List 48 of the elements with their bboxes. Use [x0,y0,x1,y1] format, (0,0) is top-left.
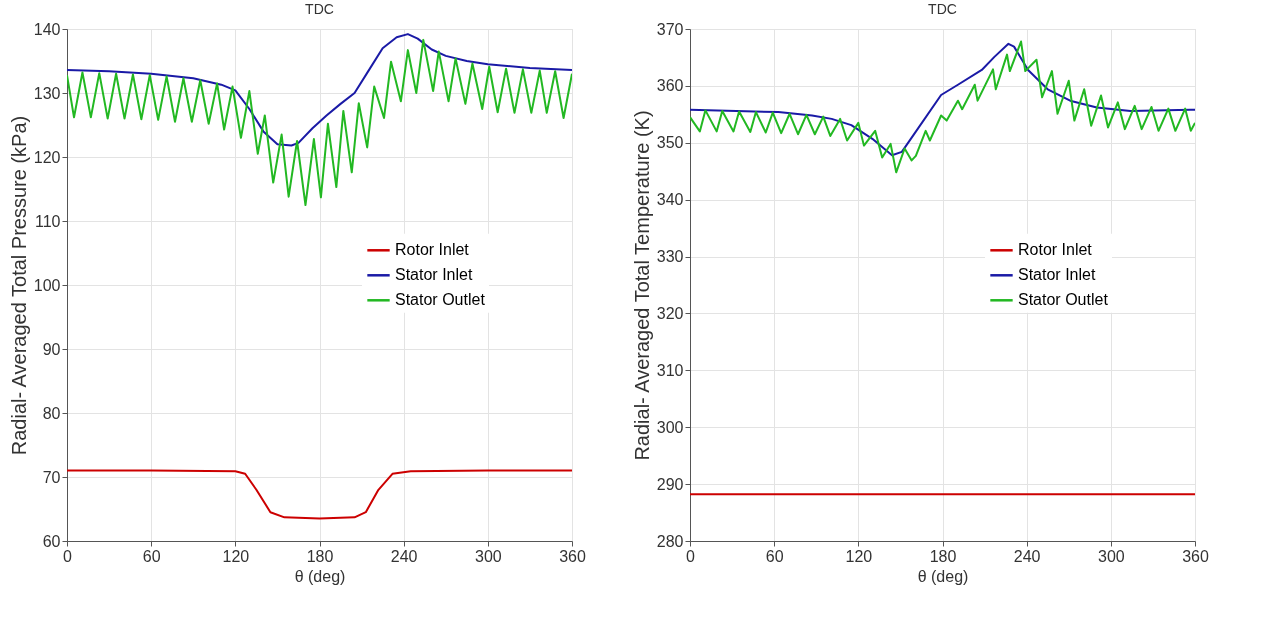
y-axis-title: Radial- Averaged Total Pressure (kPa) [7,115,30,456]
x-tick-label: 300 [1097,547,1125,565]
y-tick-label: 280 [656,532,684,550]
x-tick-label: 60 [142,547,161,565]
y-tick-label: 120 [33,148,61,166]
y-tick-label: 320 [656,304,684,322]
y-tick-label: 140 [33,20,61,38]
x-tick-label: 180 [306,547,334,565]
y-axis-title: Radial- Averaged Total Temperature (K) [630,110,653,461]
x-tick-label: 360 [559,547,586,565]
y-tick-label: 110 [34,212,61,230]
x-tick-label: 120 [222,547,250,565]
legend-label: Stator Outlet [1018,291,1109,309]
x-axis-title: θ (deg) [294,567,346,585]
y-tick-label: 60 [42,532,61,550]
x-tick-label: 60 [765,547,784,565]
y-tick-label: 360 [656,77,684,95]
y-tick-label: 350 [656,134,684,152]
x-tick-label: 120 [845,547,873,565]
y-tick-label: 330 [656,248,684,266]
x-tick-label: 240 [390,547,418,565]
x-tick-label: 0 [686,547,696,565]
y-tick-label: 370 [656,20,684,38]
y-tick-label: 80 [42,404,61,422]
y-tick-label: 100 [33,276,61,294]
line-series [67,38,572,206]
y-tick-label: 130 [33,84,61,102]
x-tick-label: 300 [474,547,502,565]
legend-label: Rotor Inlet [395,241,470,259]
line-series [67,33,572,147]
x-tick-label: 240 [1013,547,1041,565]
y-tick-label: 310 [656,361,684,379]
line-series [67,469,572,520]
legend-label: Rotor Inlet [1018,241,1093,259]
x-tick-label: 360 [1182,547,1209,565]
chart-title: TDC [305,1,334,17]
y-tick-label: 290 [656,475,684,493]
x-axis-title: θ (deg) [917,567,969,585]
x-tick-label: 0 [63,547,73,565]
legend-label: Stator Outlet [395,291,486,309]
legend-label: Stator Inlet [1018,266,1096,284]
y-tick-label: 340 [656,191,684,209]
y-tick-label: 90 [42,340,61,358]
legend-label: Stator Inlet [395,266,473,284]
x-tick-label: 180 [929,547,957,565]
y-tick-label: 70 [42,468,61,486]
y-tick-label: 300 [656,418,684,436]
chart-title: TDC [928,1,957,17]
